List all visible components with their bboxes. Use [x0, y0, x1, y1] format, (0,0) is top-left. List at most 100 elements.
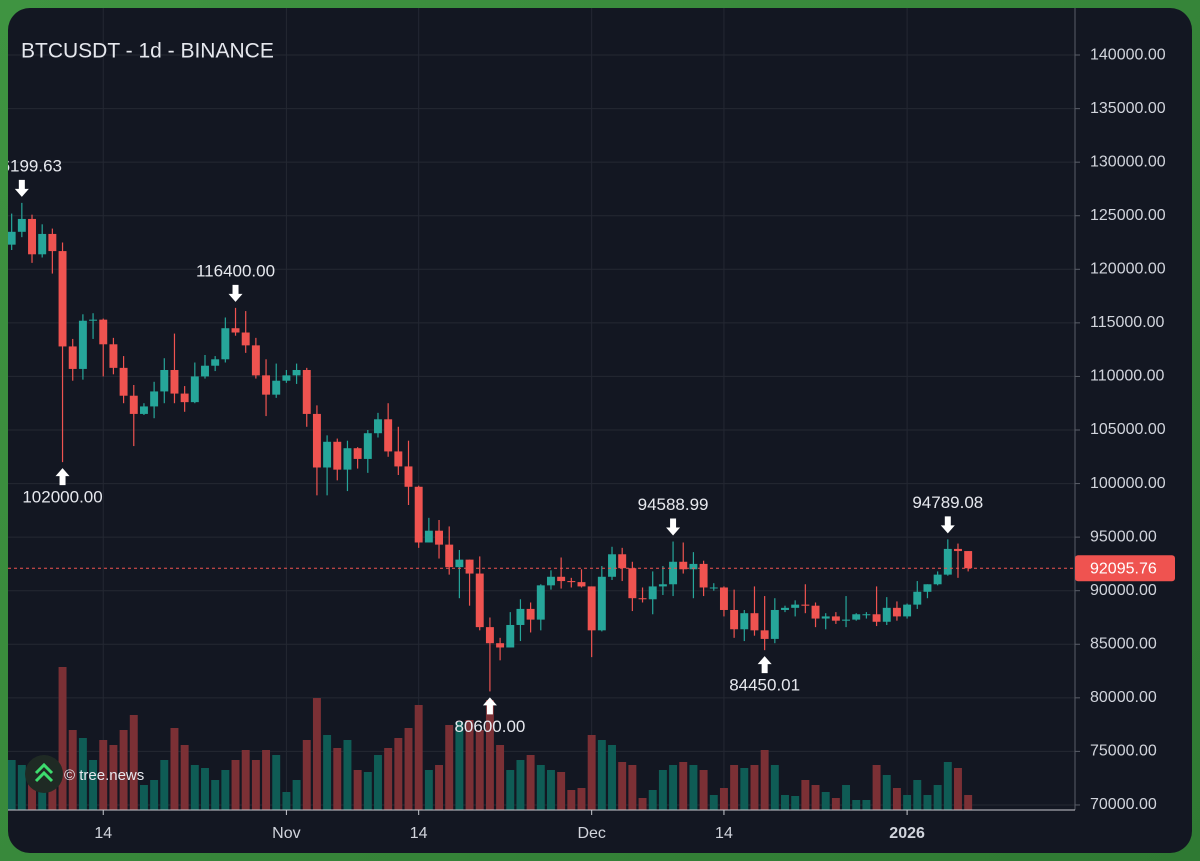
volume-bar: [892, 788, 901, 810]
volume-bar: [221, 770, 230, 810]
volume-bar: [740, 768, 749, 810]
volume-bar: [597, 740, 606, 810]
marker-label: 102000.00: [22, 488, 102, 507]
candle-body: [333, 441, 342, 470]
candle-body: [740, 613, 749, 630]
volume-bar: [38, 780, 47, 810]
volume-bar: [302, 740, 311, 810]
candle-body: [872, 614, 881, 622]
candle-body: [48, 233, 57, 252]
volume-bar: [384, 748, 393, 810]
marker-arrow: [14, 179, 29, 197]
volume-bar: [241, 750, 250, 810]
volume-bar: [689, 765, 698, 810]
candle-body: [913, 591, 922, 605]
candle-body: [343, 448, 352, 470]
candle-body: [709, 587, 718, 589]
candle-body: [760, 630, 769, 639]
volume-bar: [699, 770, 708, 810]
volume-bar: [496, 745, 505, 810]
panel: [8, 8, 1192, 853]
volume-bar: [506, 770, 515, 810]
chart-title: BTCUSDT - 1d - BINANCE: [21, 40, 274, 63]
volume-bar: [333, 748, 342, 810]
last-price-label: 92095.76: [1090, 560, 1157, 577]
candle-body: [791, 604, 800, 608]
candle-body: [17, 218, 26, 232]
candle-body: [353, 448, 362, 459]
volume-bar: [404, 728, 413, 810]
marker-label: 126199.63: [0, 156, 62, 175]
candle-body: [587, 586, 596, 631]
volume-pane: [8, 667, 973, 810]
x-tick-label: Nov: [272, 825, 300, 842]
candle-body: [363, 433, 372, 459]
candle-body: [312, 413, 321, 468]
volume-bar: [312, 698, 321, 810]
volume-bar: [943, 762, 952, 810]
volume-bar: [536, 765, 545, 810]
volume-bar: [374, 755, 382, 810]
candle-body: [119, 367, 128, 396]
volume-bar: [526, 755, 535, 810]
candle-body: [374, 419, 382, 434]
volume-bar: [648, 790, 657, 810]
volume-bar: [465, 720, 474, 810]
candle-body: [139, 406, 148, 414]
volume-bar: [180, 745, 189, 810]
candle-body: [496, 643, 505, 648]
volume-bar: [475, 730, 484, 810]
marker-label: 84450.01: [729, 676, 800, 695]
volume-bar: [89, 760, 98, 810]
candle-body: [638, 598, 647, 600]
candle-body: [475, 573, 484, 628]
y-tick-label: 140000.00: [1090, 46, 1166, 63]
candle-body: [546, 576, 555, 586]
price-pane: 126199.63 102000.00 116400.00 80600.00 94588…: [0, 156, 1075, 736]
candle-body: [577, 582, 586, 587]
volume-bar: [170, 728, 179, 810]
volume-bar: [628, 765, 637, 810]
x-tick-label: 14: [410, 825, 428, 842]
candle-body: [557, 576, 566, 582]
volume-bar: [709, 795, 718, 810]
x-tick-label: 14: [715, 825, 733, 842]
volume-bar: [272, 755, 281, 810]
volume-bar: [770, 765, 779, 810]
candle-body: [58, 251, 67, 347]
watermark-text: © tree.news: [64, 767, 144, 784]
volume-bar: [231, 760, 240, 810]
volume-bar: [618, 762, 627, 810]
marker-label: 116400.00: [196, 261, 275, 280]
candle-body: [221, 328, 230, 360]
volume-bar: [719, 788, 728, 810]
y-tick-label: 105000.00: [1090, 421, 1166, 438]
volume-bar: [842, 785, 851, 810]
volume-bar: [323, 735, 332, 810]
candle-body: [384, 419, 393, 452]
candle-body: [628, 568, 637, 599]
marker-label: 94588.99: [638, 495, 709, 514]
candle-body: [882, 607, 891, 622]
volume-bar: [791, 796, 800, 810]
marker-arrow: [228, 284, 243, 302]
volume-bar: [251, 760, 260, 810]
marker-arrow: [55, 468, 70, 486]
logo-mark: [34, 762, 54, 783]
volume-bar: [68, 730, 77, 810]
candle-body: [394, 451, 403, 467]
watermark: © tree.news: [25, 755, 144, 793]
candle-body: [150, 391, 159, 407]
candle-body: [282, 375, 291, 381]
volume-bar: [119, 730, 128, 810]
volume-bar: [129, 715, 138, 810]
volume-bar: [577, 788, 586, 810]
candle-body: [719, 587, 728, 610]
candle-body: [658, 584, 667, 587]
y-tick-label: 135000.00: [1090, 100, 1166, 117]
volume-bar: [343, 740, 352, 810]
candle-body: [811, 605, 820, 619]
volume-bar: [546, 770, 555, 810]
candle-body: [862, 614, 871, 616]
